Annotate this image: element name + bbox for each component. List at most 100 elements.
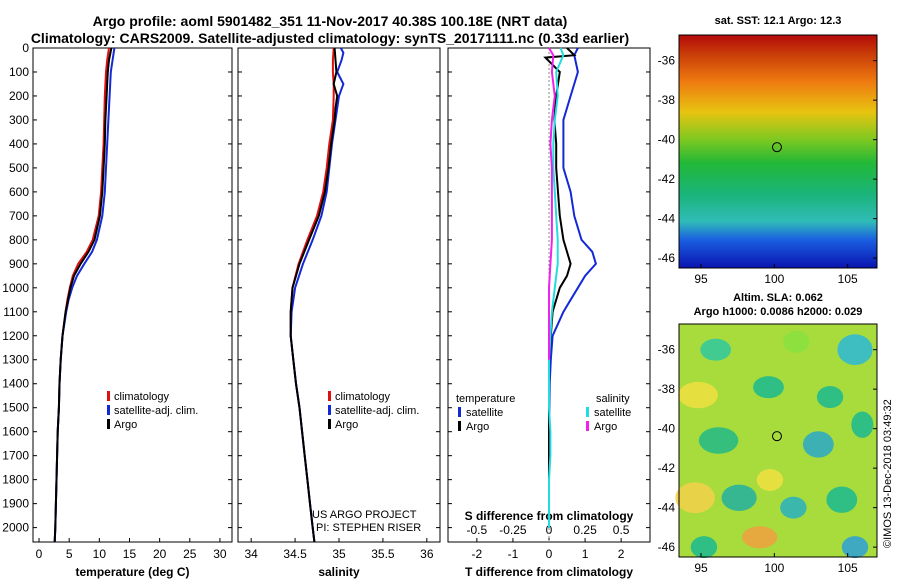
argo-float-marker bbox=[771, 431, 782, 442]
series-line-temperature-satellite bbox=[548, 47, 598, 528]
legend-label: Argo bbox=[466, 421, 489, 433]
sla-eddy bbox=[753, 376, 784, 399]
legend-salinity-heading: salinity bbox=[596, 393, 630, 405]
sla-map-title-2: Argo h1000: 0.0086 h2000: 0.029 bbox=[694, 306, 863, 318]
depth-tick-label: 500 bbox=[9, 161, 29, 175]
depth-tick-label: 1700 bbox=[2, 449, 29, 463]
x-tick-label: 25 bbox=[183, 547, 197, 561]
legend-label: satellite-adj. clim. bbox=[335, 405, 419, 417]
legend-swatch bbox=[107, 419, 110, 429]
sla-eddy bbox=[837, 334, 873, 366]
map-y-tick-label: -46 bbox=[658, 251, 676, 265]
legend-swatch bbox=[328, 419, 331, 429]
x-tick-label: 1 bbox=[582, 547, 589, 561]
sla-eddy bbox=[826, 486, 858, 513]
sla-eddy bbox=[742, 526, 778, 549]
legend-swatch bbox=[586, 407, 589, 417]
legend-swatch bbox=[586, 421, 589, 431]
signature-line-1: US ARGO PROJECT bbox=[312, 509, 417, 521]
x-tick-label: 34 bbox=[244, 547, 258, 561]
x-axis-title: temperature (deg C) bbox=[75, 565, 189, 579]
x-tick-label: -1 bbox=[508, 547, 519, 561]
series-line-climatology bbox=[53, 47, 110, 543]
signature-line-2: PI: STEPHEN RISER bbox=[316, 522, 421, 534]
map-y-tick-label: -40 bbox=[658, 133, 676, 147]
legend-label: climatology bbox=[335, 391, 391, 403]
sla-eddy bbox=[690, 536, 718, 559]
legend-swatch bbox=[328, 391, 331, 401]
legend-label: Argo bbox=[594, 421, 617, 433]
panel-frame-2 bbox=[237, 47, 441, 543]
sla-map-title-1: Altim. SLA: 0.062 bbox=[733, 292, 823, 304]
legend-label: climatology bbox=[114, 391, 170, 403]
map-x-tick-label: 105 bbox=[838, 561, 858, 575]
depth-tick-label: 1900 bbox=[2, 497, 29, 511]
sla-eddy bbox=[721, 484, 757, 511]
map-y-tick-label: -38 bbox=[658, 93, 676, 107]
map-y-tick-label: -36 bbox=[658, 54, 676, 68]
sla-eddy bbox=[780, 496, 807, 519]
x-tick-label: 35 bbox=[332, 547, 346, 561]
sla-eddy bbox=[783, 330, 810, 353]
series-line-salinity-argo bbox=[548, 47, 556, 360]
map-x-tick-label: 95 bbox=[694, 272, 708, 286]
map-x-tick-label: 100 bbox=[764, 561, 784, 575]
map-frame-1 bbox=[678, 34, 878, 269]
map-x-tick-label: 105 bbox=[838, 272, 858, 286]
sla-eddy bbox=[851, 411, 874, 438]
x-tick-label: 36 bbox=[420, 547, 434, 561]
legend-label: satellite bbox=[466, 407, 503, 419]
title-line-2: Climatology: CARS2009. Satellite-adjuste… bbox=[30, 30, 630, 46]
depth-tick-label: 1100 bbox=[3, 305, 29, 319]
s-diff-tick-label: -0.5 bbox=[467, 523, 488, 537]
legend-label: satellite bbox=[594, 407, 631, 419]
map-frame-2 bbox=[678, 323, 878, 558]
depth-tick-label: 0 bbox=[22, 41, 29, 55]
sla-eddy bbox=[675, 482, 715, 514]
series-line-salinity-satellite bbox=[548, 47, 565, 528]
x-tick-label: 0 bbox=[36, 547, 43, 561]
legend-swatch bbox=[458, 407, 461, 417]
depth-tick-label: 800 bbox=[9, 233, 29, 247]
legend-label: Argo bbox=[114, 419, 137, 431]
x-tick-label: -2 bbox=[472, 547, 483, 561]
map-y-tick-label: -44 bbox=[658, 212, 676, 226]
x-tick-label: 35.5 bbox=[371, 547, 395, 561]
depth-tick-label: 700 bbox=[9, 209, 29, 223]
depth-tick-label: 1500 bbox=[2, 401, 29, 415]
x-tick-label: 15 bbox=[123, 547, 137, 561]
depth-tick-label: 300 bbox=[9, 113, 29, 127]
depth-tick-label: 600 bbox=[9, 185, 29, 199]
s-diff-tick-label: 0.25 bbox=[573, 523, 597, 537]
depth-tick-label: 2000 bbox=[2, 521, 29, 535]
x-tick-label: 20 bbox=[153, 547, 167, 561]
sst-map-title: sat. SST: 12.1 Argo: 12.3 bbox=[715, 15, 842, 27]
depth-tick-label: 1600 bbox=[2, 425, 29, 439]
depth-tick-label: 1200 bbox=[2, 329, 29, 343]
series-line-satellite-adj-clim- bbox=[289, 47, 345, 543]
panel-frame-1 bbox=[32, 47, 233, 543]
depth-tick-label: 100 bbox=[9, 65, 29, 79]
depth-tick-label: 400 bbox=[9, 137, 29, 151]
depth-tick-label: 1000 bbox=[2, 281, 29, 295]
x-tick-label: 30 bbox=[213, 547, 227, 561]
x-axis-title: T difference from climatology bbox=[465, 565, 633, 579]
series-line-argo bbox=[53, 47, 113, 543]
legend-temperature-heading: temperature bbox=[456, 393, 515, 405]
map-y-tick-label: -44 bbox=[658, 501, 676, 515]
x-tick-label: 10 bbox=[93, 547, 107, 561]
imos-watermark: ©IMOS 13-Dec-2018 03:49:32 bbox=[882, 399, 894, 548]
map-y-tick-label: -38 bbox=[658, 382, 676, 396]
s-diff-tick-label: -0.25 bbox=[499, 523, 527, 537]
legend-swatch bbox=[107, 405, 110, 415]
x-tick-label: 2 bbox=[618, 547, 625, 561]
argo-float-marker bbox=[771, 142, 782, 153]
sla-eddy bbox=[816, 386, 844, 409]
legend-label: satellite-adj. clim. bbox=[114, 405, 198, 417]
series-line-climatology bbox=[289, 47, 335, 543]
depth-tick-label: 900 bbox=[9, 257, 29, 271]
map-y-tick-label: -46 bbox=[658, 540, 676, 554]
depth-tick-label: 1800 bbox=[2, 473, 29, 487]
x-tick-label: 0 bbox=[546, 547, 553, 561]
